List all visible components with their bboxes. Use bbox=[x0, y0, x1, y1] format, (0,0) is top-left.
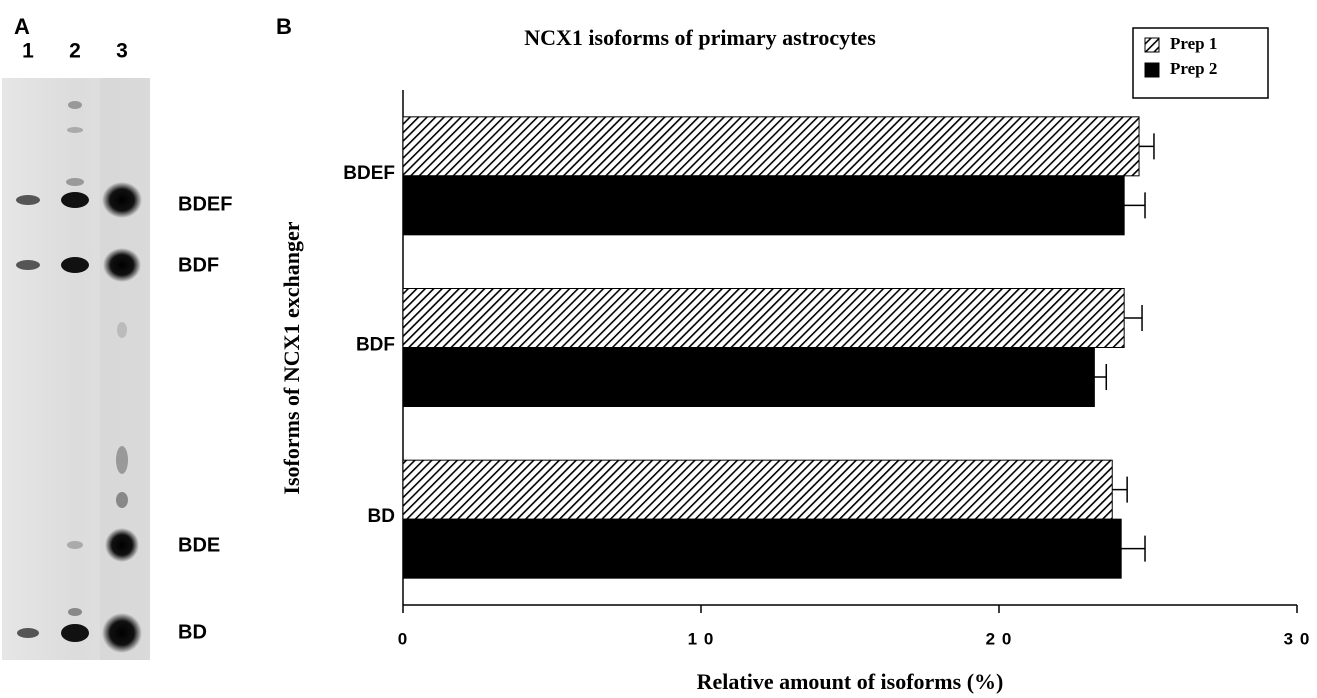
y-tick-label: BDEF bbox=[343, 163, 395, 184]
bar bbox=[403, 519, 1121, 578]
legend-label: Prep 2 bbox=[1170, 59, 1217, 78]
x-tick-label: 3 0 bbox=[1284, 629, 1311, 648]
legend-label: Prep 1 bbox=[1170, 34, 1217, 53]
bar bbox=[403, 176, 1124, 235]
band-label: BDE bbox=[178, 534, 220, 556]
panel-label: A bbox=[14, 14, 30, 39]
y-axis-label: Isoforms of NCX1 exchanger bbox=[279, 221, 304, 494]
figure: A 1 2 3 BDEF BDF BDE BD B NCX1 isoforms of pr… bbox=[0, 0, 1317, 698]
panel-label: B bbox=[276, 14, 292, 39]
lane-label: 3 bbox=[116, 40, 128, 63]
chart-title: NCX1 isoforms of primary astrocytes bbox=[524, 25, 876, 50]
error-bar bbox=[1139, 133, 1154, 159]
lane-label: 1 bbox=[22, 40, 34, 63]
x-axis-label: Relative amount of isoforms (%) bbox=[697, 669, 1004, 694]
legend-swatch bbox=[1145, 38, 1159, 52]
gel bbox=[2, 78, 150, 660]
bar bbox=[403, 348, 1094, 407]
x-tick-label: 2 0 bbox=[986, 629, 1013, 648]
error-bar bbox=[1094, 364, 1106, 390]
band-label: BDEF bbox=[178, 193, 232, 215]
page: { "panel_a": { "label": "A", "lanes": ["… bbox=[0, 0, 1317, 698]
bar bbox=[403, 117, 1139, 176]
bar bbox=[403, 460, 1112, 519]
x-tick-label: 0 bbox=[398, 629, 408, 648]
lane-labels: 1 2 3 bbox=[22, 40, 128, 63]
y-tick-label: BDF bbox=[356, 335, 395, 356]
bar bbox=[403, 289, 1124, 348]
y-tick-label: BD bbox=[368, 506, 395, 527]
band-label: BD bbox=[178, 621, 207, 643]
band-labels: BDEF BDF BDE BD bbox=[178, 193, 232, 643]
plot: 0 1 0 2 0 3 0 BDEF BDF BD Prep 1 Prep 2 bbox=[343, 34, 1310, 649]
band-label: BDF bbox=[178, 254, 219, 276]
lane-label: 2 bbox=[69, 40, 81, 63]
x-tick-label: 1 0 bbox=[688, 629, 715, 648]
legend-swatch bbox=[1145, 63, 1159, 77]
error-bar bbox=[1124, 192, 1145, 218]
error-bar bbox=[1124, 305, 1142, 331]
error-bar bbox=[1121, 536, 1145, 562]
error-bar bbox=[1112, 477, 1127, 503]
